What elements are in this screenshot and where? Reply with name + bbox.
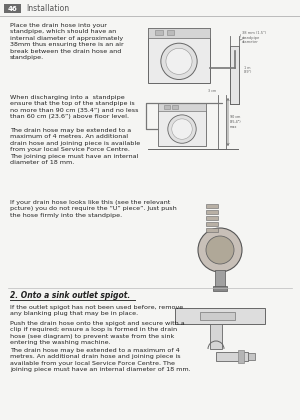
Text: 38 mm (1.5")
standpipe
diameter: 38 mm (1.5") standpipe diameter (242, 31, 266, 44)
Bar (200, 312, 235, 320)
Bar (210, 324, 222, 349)
Bar (167, 31, 174, 35)
Bar (148, 28, 210, 83)
Text: The drain hose may be extended to a
maximum of 4 metres. An additional
drain hos: The drain hose may be extended to a maxi… (10, 128, 140, 165)
Bar (164, 105, 169, 109)
Text: When discharging into a  standpipe
ensure that the top of the standpipe is
no mo: When discharging into a standpipe ensure… (10, 95, 139, 119)
Text: Installation: Installation (26, 4, 69, 13)
Text: 90 cm
(35.4")
max: 90 cm (35.4") max (230, 116, 242, 129)
Text: 1 m
(39"): 1 m (39") (244, 66, 252, 74)
Text: 3 cm: 3 cm (208, 89, 216, 93)
Circle shape (168, 115, 196, 143)
Bar (206, 216, 218, 220)
Circle shape (166, 48, 192, 74)
Bar (216, 352, 248, 361)
Bar (148, 28, 210, 38)
Bar (172, 105, 178, 109)
Bar (206, 210, 218, 214)
Bar (206, 204, 218, 208)
Bar (213, 286, 227, 291)
Text: If your drain hose looks like this (see the relevant
pcture) you do not require : If your drain hose looks like this (see … (10, 200, 177, 218)
Circle shape (172, 119, 192, 139)
Circle shape (206, 236, 234, 264)
Bar (4, 4, 21, 13)
Bar (175, 308, 265, 324)
Circle shape (198, 228, 242, 272)
Text: Push the drain hose onto the spigot and secure with a
clip if required; ensure a: Push the drain hose onto the spigot and … (10, 321, 184, 345)
Text: 2. Onto a sink outlet spigot.: 2. Onto a sink outlet spigot. (10, 291, 130, 300)
Bar (230, 46, 239, 104)
Text: If the outlet spigot has not been used before, remove
any blanking plug that may: If the outlet spigot has not been used b… (10, 305, 183, 316)
Text: Place the drain hose into your
standpipe, which should have an
internal diameter: Place the drain hose into your standpipe… (10, 23, 124, 60)
Bar (248, 353, 255, 360)
Bar (206, 228, 218, 232)
Text: 46: 46 (8, 5, 17, 11)
Bar (206, 222, 218, 226)
Text: The drain hose may be extended to a maximum of 4
metres. An additional drain hos: The drain hose may be extended to a maxi… (10, 348, 190, 372)
Bar (158, 103, 206, 111)
Bar (158, 103, 206, 146)
Bar (238, 350, 244, 363)
Bar (155, 31, 163, 35)
Circle shape (161, 43, 197, 79)
Bar (215, 270, 225, 288)
